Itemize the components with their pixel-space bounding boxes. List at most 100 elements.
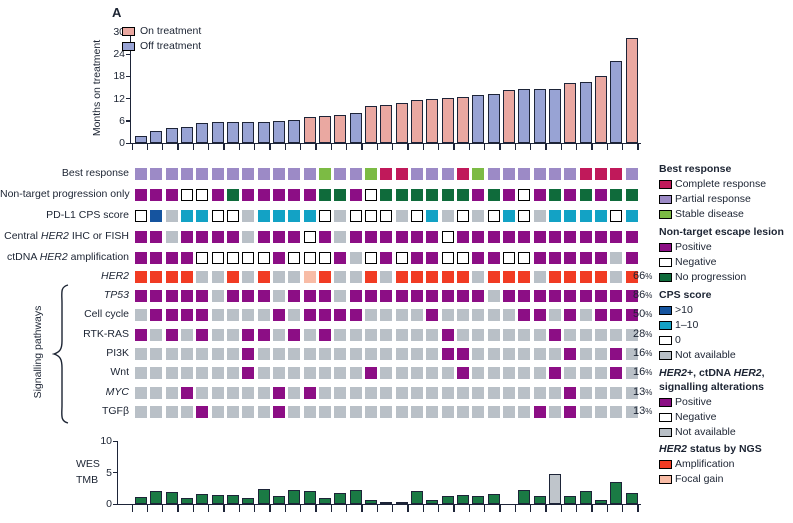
oncoprint-cell: [242, 406, 255, 418]
oncoprint-cell: [395, 252, 408, 264]
oncoprint-cell: [211, 271, 224, 283]
oncoprint-cell: [303, 290, 316, 302]
oncoprint-cell: [272, 290, 285, 302]
treatment-bar: [288, 120, 301, 143]
months-x-tick: [162, 144, 164, 150]
oncoprint-cell: [226, 406, 239, 418]
treatment-bar: [487, 94, 500, 143]
oncoprint-cell: [334, 252, 347, 264]
months-x-tick: [284, 144, 286, 150]
legend-item-label: Negative: [675, 256, 717, 268]
treatment-bar: [579, 81, 592, 143]
oncoprint-cell: [426, 367, 439, 379]
oncoprint-cell: [150, 231, 163, 243]
oncoprint-cell: [257, 367, 270, 379]
oncoprint-cell: [257, 309, 270, 321]
months-y-tick: [126, 53, 131, 56]
months-y-tick-label: 18: [113, 70, 125, 83]
oncoprint-cell: [518, 168, 531, 180]
oncoprint-cell: [410, 387, 423, 399]
oncoprint-cell: [364, 309, 377, 321]
oncoprint-cell: [594, 271, 607, 283]
treatment-bar: [226, 121, 239, 143]
oncoprint-cell: [625, 329, 638, 341]
oncoprint-cell: [318, 290, 331, 302]
oncoprint-cell: [180, 290, 193, 302]
oncoprint-cell: [150, 168, 163, 180]
oncoprint-cell: [380, 290, 393, 302]
oncoprint-cell: [180, 252, 193, 264]
oncoprint-cell: [594, 406, 607, 418]
oncoprint-cell: [625, 210, 638, 222]
oncoprint-cell: [211, 252, 224, 264]
oncoprint-cell: [257, 348, 270, 360]
oncoprint-cell: [288, 189, 301, 201]
oncoprint-cell: [242, 168, 255, 180]
oncoprint-cell: [441, 252, 454, 264]
legend-swatch: [659, 273, 672, 282]
oncoprint-cell: [472, 406, 485, 418]
oncoprint-cell: [594, 252, 607, 264]
oncoprint-cell: [257, 387, 270, 399]
oncoprint-cell: [472, 290, 485, 302]
on-treatment-label: On treatment: [140, 25, 202, 37]
months-x-tick: [514, 144, 516, 150]
oncoprint-cell: [594, 367, 607, 379]
oncoprint-cell: [395, 329, 408, 341]
tmb-bar: [487, 493, 500, 504]
oncoprint-cell: [456, 406, 469, 418]
oncoprint-cell: [303, 387, 316, 399]
oncoprint-cell: [272, 271, 285, 283]
tmb-x-tick: [576, 505, 578, 512]
oncoprint-cell: [364, 290, 377, 302]
oncoprint-cell: [579, 189, 592, 201]
oncoprint-cell: [410, 189, 423, 201]
oncoprint-cell: [456, 271, 469, 283]
oncoprint-cell: [380, 406, 393, 418]
treatment-bar: [364, 106, 377, 143]
oncoprint-cell: [456, 348, 469, 360]
oncoprint-cell: [548, 271, 561, 283]
oncoprint-cell: [594, 348, 607, 360]
oncoprint-cell: [272, 231, 285, 243]
oncoprint-cell: [272, 329, 285, 341]
oncoprint-cell: [395, 387, 408, 399]
oncoprint-cell: [211, 406, 224, 418]
oncoprint-cell: [165, 168, 178, 180]
oncoprint-cell: [487, 271, 500, 283]
legend-item-label: No progression: [675, 271, 747, 283]
oncoprint-cell: [518, 210, 531, 222]
oncoprint-cell: [288, 348, 301, 360]
oncoprint-cell: [196, 231, 209, 243]
oncoprint-cell: [579, 252, 592, 264]
oncoprint-cell: [165, 309, 178, 321]
oncoprint-cell: [257, 231, 270, 243]
oncoprint-cell: [334, 210, 347, 222]
tmb-bar: [242, 498, 255, 504]
legend-swatch: [659, 180, 672, 189]
oncoprint-cell: [196, 348, 209, 360]
treatment-bar: [135, 135, 147, 143]
months-x-tick: [545, 144, 547, 150]
oncoprint-cell: [303, 252, 316, 264]
oncoprint-cell: [257, 210, 270, 222]
oncoprint-cell: [349, 189, 362, 201]
row-label-rtk-ras: RTK-RAS: [83, 328, 129, 340]
oncoprint-cell: [349, 367, 362, 379]
row-label-pd-l1-cps-score: PD-L1 CPS score: [46, 209, 129, 221]
tmb-x-tick: [530, 505, 532, 512]
tmb-bar: [257, 488, 270, 504]
oncoprint-cell: [288, 231, 301, 243]
tmb-x-tick: [560, 505, 562, 512]
oncoprint-cell: [625, 290, 638, 302]
tmb-y-tick: [113, 503, 118, 505]
oncoprint-cell: [564, 387, 577, 399]
treatment-bar: [564, 83, 577, 143]
oncoprint-cell: [487, 367, 500, 379]
oncoprint-cell: [272, 210, 285, 222]
legend-section-header: HER2+, ctDNA HER2,: [659, 367, 765, 379]
oncoprint-cell: [242, 367, 255, 379]
tmb-x-tick: [315, 505, 317, 512]
oncoprint-cell: [364, 231, 377, 243]
months-x-tick: [438, 144, 440, 150]
